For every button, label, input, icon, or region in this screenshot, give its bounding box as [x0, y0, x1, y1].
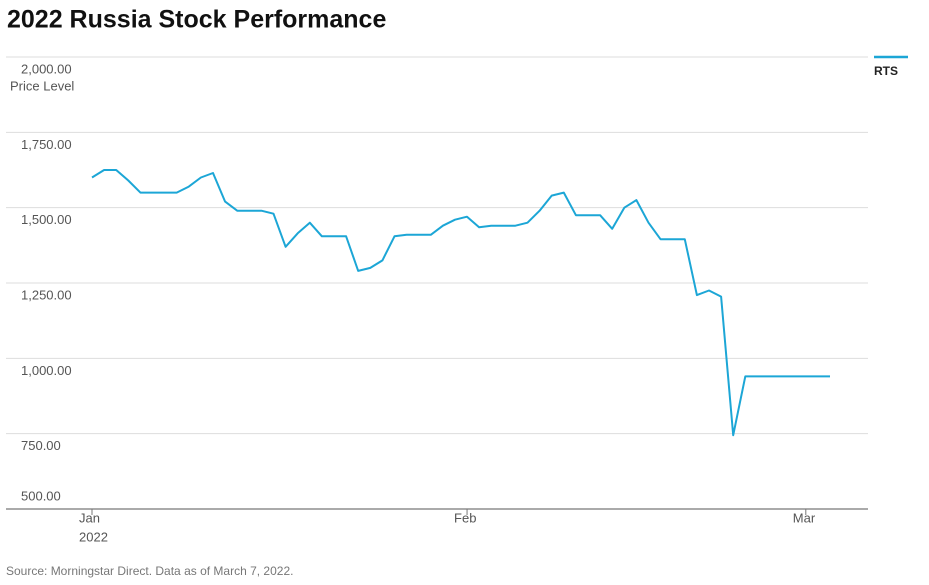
y-axis-label: Price Level — [10, 78, 74, 93]
y-tick-label: 1,500.00 — [21, 212, 72, 227]
y-tick-label: 500.00 — [21, 488, 61, 503]
chart-title: 2022 Russia Stock Performance — [7, 6, 386, 34]
x-tick-label: Jan — [79, 510, 100, 525]
x-tick-label: Feb — [454, 510, 476, 525]
data-line — [91, 169, 830, 437]
x-year-label: 2022 — [79, 529, 108, 544]
y-tick-label: 750.00 — [21, 438, 61, 453]
source: Source: Morningstar Direct. Data as of M… — [6, 564, 293, 578]
y-tick-label: 2,000.00 — [21, 61, 72, 76]
legend-label: RTS — [874, 64, 898, 78]
y-tick-label: 1,250.00 — [21, 287, 72, 302]
y-tick-label: 1,750.00 — [21, 137, 72, 152]
x-tick-label: Mar — [793, 510, 816, 525]
y-tick-label: 1,000.00 — [21, 363, 72, 378]
